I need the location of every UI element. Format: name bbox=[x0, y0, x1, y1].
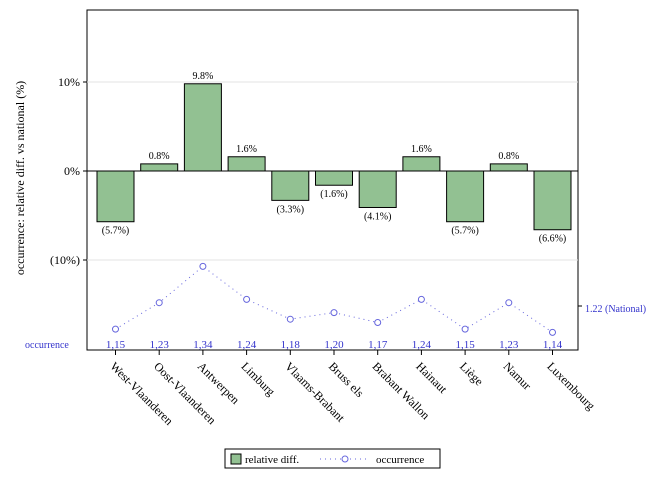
x-tick-label: Limburg bbox=[238, 359, 277, 398]
x-tick-labels: West-VlaanderenOost-VlaanderenAntwerpenL… bbox=[107, 350, 598, 428]
occurrence-values: 1,15 1,23 1,34 1,24 1,18 1,20 1,17 1,24 1,15 1,23… bbox=[106, 339, 563, 351]
occurrence-value: 1,17 bbox=[368, 339, 388, 351]
occurrence-point bbox=[330, 309, 338, 317]
bar-labels: (5.7%) 0.8% 9.8% 1.6% (3.3%) (1.6%) (4.1%) 1.6%… bbox=[102, 71, 567, 245]
bar-value-label: (4.1%) bbox=[364, 211, 392, 222]
bar-value-label: 9.8% bbox=[192, 71, 213, 82]
y-ticks: 10% 0% (10%) bbox=[50, 75, 87, 267]
bar-value-label: (6.6%) bbox=[539, 234, 567, 245]
bar-value-label: 1.6% bbox=[411, 144, 432, 155]
x-tick-label: Luxembourg bbox=[544, 359, 598, 413]
occurrence-point bbox=[199, 262, 207, 270]
x-tick-label: Namur bbox=[501, 359, 534, 392]
bar-value-label: 0.8% bbox=[498, 151, 519, 162]
bar bbox=[271, 170, 310, 201]
bar-value-label: (1.6%) bbox=[320, 189, 348, 200]
x-tick-label: Hainaut bbox=[413, 359, 450, 396]
occurrence-value: 1,18 bbox=[281, 339, 301, 351]
occurrence-value: 1,14 bbox=[543, 339, 563, 351]
occurrence-value: 1,24 bbox=[412, 339, 432, 351]
national-label: 1.22 (National) bbox=[585, 304, 646, 315]
occurrence-value: 1,20 bbox=[324, 339, 344, 351]
bar-value-label: 1.6% bbox=[236, 144, 257, 155]
bar bbox=[489, 163, 528, 172]
occurrence-points bbox=[112, 262, 582, 336]
occurrence-point bbox=[112, 325, 119, 333]
legend-bar-label: relative diff. bbox=[245, 454, 299, 466]
bar bbox=[183, 83, 222, 172]
y-tick-label: 10% bbox=[58, 75, 80, 89]
occurrence-point bbox=[155, 299, 163, 307]
occurrence-value: 1,34 bbox=[193, 339, 213, 351]
bar bbox=[533, 170, 572, 231]
occurrence-value: 1,24 bbox=[237, 339, 257, 351]
occurrence-point bbox=[243, 295, 251, 303]
occurrence-point bbox=[505, 299, 513, 307]
legend-line-label: occurrence bbox=[376, 454, 424, 466]
occurrence-row-label: occurrence bbox=[25, 340, 69, 351]
bar bbox=[358, 170, 397, 208]
occurrence-value: 1,15 bbox=[106, 339, 126, 351]
occurrence-value: 1,23 bbox=[150, 339, 170, 351]
bar bbox=[446, 170, 485, 223]
legend-box bbox=[224, 448, 441, 469]
occurrence-point bbox=[286, 315, 294, 323]
occurrence-point bbox=[461, 325, 469, 333]
x-tick-label: Bruss els bbox=[326, 359, 367, 400]
bars bbox=[96, 83, 572, 231]
legend-line-marker bbox=[341, 455, 349, 463]
y-tick-label: (10%) bbox=[50, 253, 80, 267]
occurrence-value: 1,15 bbox=[455, 339, 475, 351]
legend: relative diff. occurrence bbox=[224, 448, 441, 469]
bar bbox=[96, 170, 135, 223]
bar-value-label: 0.8% bbox=[149, 151, 170, 162]
occurrence-point bbox=[549, 328, 556, 336]
x-tick-label: Liège bbox=[457, 359, 486, 388]
legend-bar-swatch bbox=[230, 453, 242, 465]
bar bbox=[315, 170, 353, 186]
bar bbox=[402, 156, 441, 172]
bar-value-label: (5.7%) bbox=[451, 226, 479, 237]
occurrence-point bbox=[374, 319, 382, 326]
y-tick-label: 0% bbox=[64, 164, 80, 178]
occurrence-point bbox=[417, 295, 425, 303]
bar bbox=[227, 156, 266, 172]
y-axis-label: occurrence: relative diff. vs national (… bbox=[13, 81, 27, 275]
gridlines bbox=[87, 81, 578, 261]
bar-value-label: (5.7%) bbox=[102, 226, 130, 237]
bar-value-label: (3.3%) bbox=[277, 204, 305, 215]
bar bbox=[140, 163, 179, 172]
occurrence-value: 1,23 bbox=[499, 339, 519, 351]
